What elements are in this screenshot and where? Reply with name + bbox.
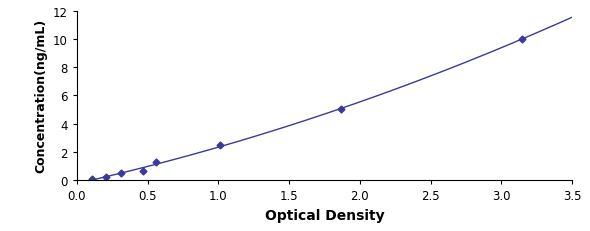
Y-axis label: Concentration(ng/mL): Concentration(ng/mL) [34,19,47,173]
X-axis label: Optical Density: Optical Density [265,208,384,222]
